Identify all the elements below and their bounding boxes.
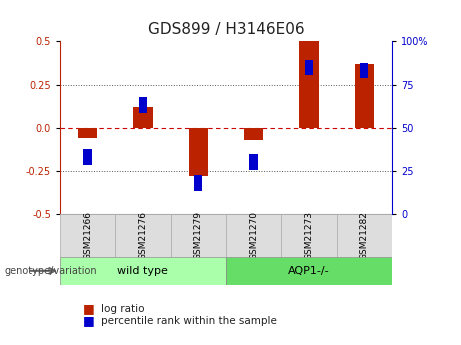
Bar: [78, 128, 97, 138]
Text: ■: ■: [83, 302, 95, 315]
FancyBboxPatch shape: [337, 214, 392, 257]
Bar: [189, 128, 208, 176]
FancyBboxPatch shape: [60, 214, 115, 257]
Bar: [139, 97, 147, 113]
Text: GSM21270: GSM21270: [249, 211, 258, 260]
FancyBboxPatch shape: [171, 214, 226, 257]
Text: ■: ■: [83, 314, 95, 327]
Text: GSM21266: GSM21266: [83, 211, 92, 260]
Bar: [360, 63, 368, 78]
Title: GDS899 / H3146E06: GDS899 / H3146E06: [148, 22, 304, 38]
Text: log ratio: log ratio: [101, 304, 145, 314]
Bar: [194, 175, 202, 190]
Text: GSM21273: GSM21273: [304, 211, 313, 260]
Text: genotype/variation: genotype/variation: [5, 266, 97, 276]
Bar: [133, 107, 153, 128]
FancyBboxPatch shape: [226, 214, 281, 257]
Bar: [83, 149, 92, 165]
Text: GSM21276: GSM21276: [138, 211, 148, 260]
FancyBboxPatch shape: [115, 214, 171, 257]
FancyBboxPatch shape: [226, 257, 392, 285]
FancyBboxPatch shape: [281, 214, 337, 257]
Text: GSM21279: GSM21279: [194, 211, 203, 260]
Bar: [355, 64, 374, 128]
Bar: [244, 128, 263, 140]
Bar: [305, 59, 313, 75]
Text: GSM21282: GSM21282: [360, 211, 369, 260]
Bar: [299, 41, 319, 128]
Text: AQP1-/-: AQP1-/-: [288, 266, 330, 276]
Bar: [249, 154, 258, 170]
Text: wild type: wild type: [118, 266, 168, 276]
Text: percentile rank within the sample: percentile rank within the sample: [101, 316, 278, 326]
FancyBboxPatch shape: [60, 257, 226, 285]
